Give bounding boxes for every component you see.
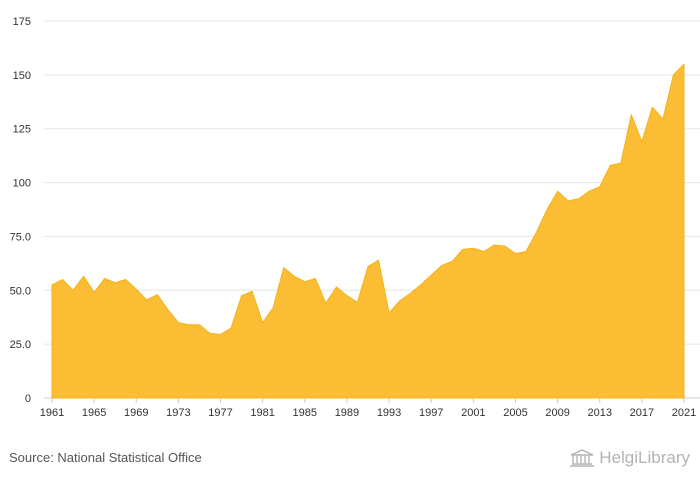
x-tick-label: 2009 [545,407,569,419]
x-tick-label: 2001 [461,407,485,419]
x-axis-ticks: 1961 1965 1969 1973 1977 1981 1985 1989 1993 1997… [40,398,696,419]
y-axis-ticks: 0 25.0 50.0 75.0 100 125 150 175 [10,16,31,405]
brand-logo[interactable]: HelgiLibrary [569,448,690,468]
x-tick-label: 1977 [208,407,232,419]
x-tick-label: 1997 [419,407,443,419]
y-tick-label: 75.0 [10,231,31,243]
x-tick-label: 1961 [40,407,64,419]
x-tick-label: 2005 [503,407,527,419]
y-tick-label: 150 [13,70,31,82]
y-tick-label: 125 [13,124,31,136]
area-series [51,63,685,399]
x-tick-label: 2021 [672,407,696,419]
x-tick-label: 1981 [250,407,274,419]
y-tick-label: 0 [25,393,31,405]
x-tick-label: 2013 [587,407,611,419]
brand-name: HelgiLibrary [599,448,690,467]
x-tick-label: 1969 [124,407,148,419]
x-tick-label: 1985 [293,407,317,419]
x-tick-label: 1993 [377,407,401,419]
x-tick-label: 1965 [82,407,106,419]
y-tick-label: 175 [13,16,31,28]
y-tick-label: 25.0 [10,339,31,351]
library-building-icon [570,449,595,467]
source-note: Source: National Statistical Office [9,450,202,465]
y-tick-label: 50.0 [10,285,31,297]
y-tick-label: 100 [13,178,31,190]
x-tick-label: 1973 [166,407,190,419]
x-tick-label: 2017 [630,407,654,419]
x-tick-label: 1989 [335,407,359,419]
